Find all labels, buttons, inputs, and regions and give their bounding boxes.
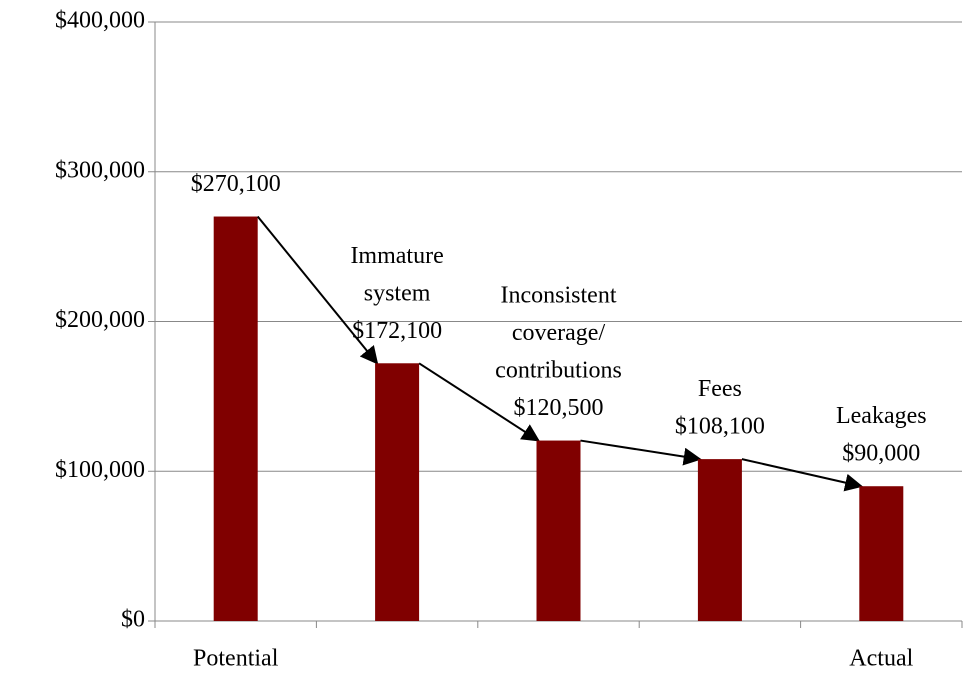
y-tick-label: $100,000 xyxy=(55,457,145,483)
bar xyxy=(859,486,904,621)
y-tick-label: $300,000 xyxy=(55,157,145,183)
arrow xyxy=(741,458,864,492)
value-label: $172,100 xyxy=(352,318,442,344)
annotation: coverage/ xyxy=(512,320,606,346)
annotation: contributions xyxy=(495,358,622,384)
arrow xyxy=(580,439,702,466)
annotation: Fees xyxy=(698,376,742,402)
annotation: Leakages xyxy=(836,403,927,429)
x-tick-label: Potential xyxy=(193,646,279,672)
y-tick-label: $0 xyxy=(121,607,145,633)
bar xyxy=(536,440,581,621)
annotation: Inconsistent xyxy=(501,283,617,309)
value-label: $108,100 xyxy=(675,414,765,440)
bar xyxy=(213,216,258,621)
arrow xyxy=(256,215,379,365)
value-label: $120,500 xyxy=(514,395,604,421)
y-tick-label: $200,000 xyxy=(55,307,145,333)
arrow xyxy=(418,362,541,442)
annotation: Immature xyxy=(350,243,443,269)
x-tick-label: Actual xyxy=(849,646,913,672)
y-tick-label: $400,000 xyxy=(55,8,145,34)
value-label: $90,000 xyxy=(842,441,920,467)
annotation: system xyxy=(364,280,431,306)
value-label: $270,100 xyxy=(191,171,281,197)
bar xyxy=(375,363,420,621)
bar xyxy=(697,459,742,621)
